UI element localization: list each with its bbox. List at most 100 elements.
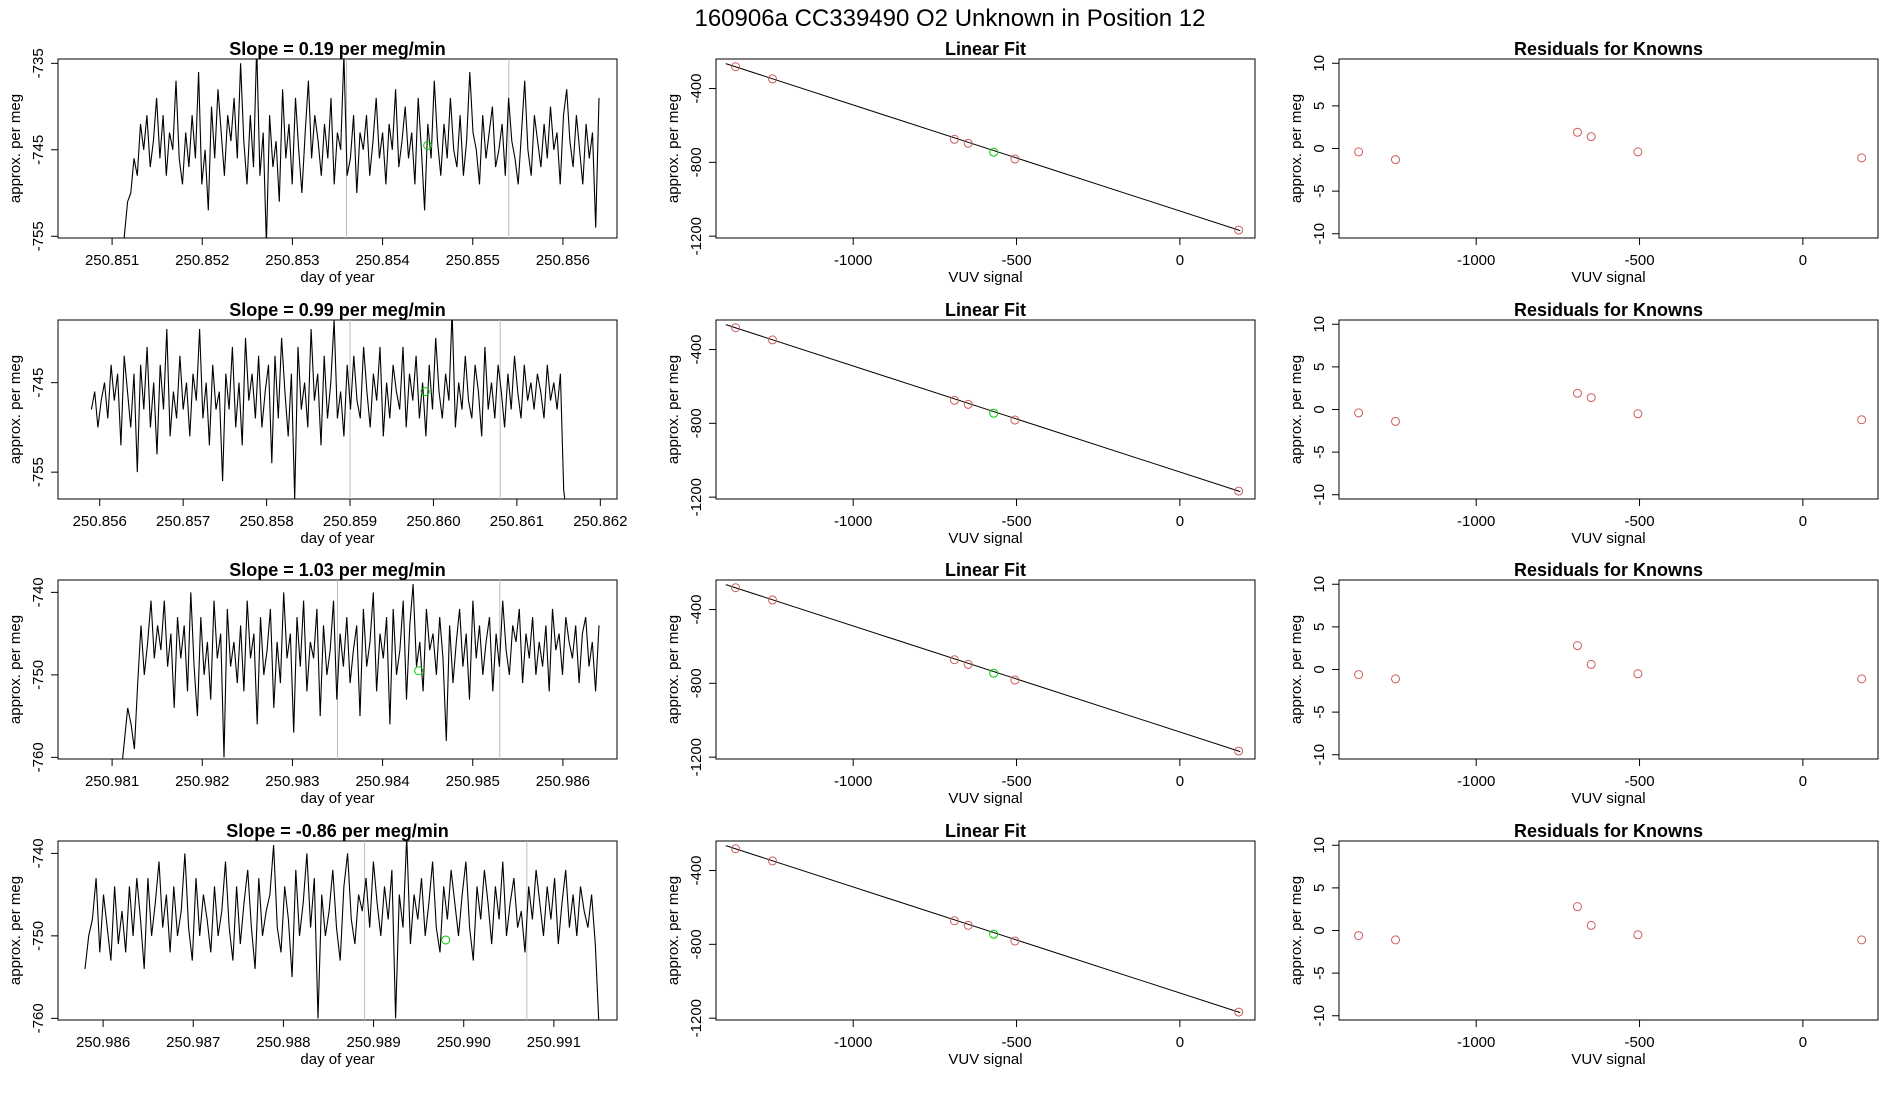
known-point: [1857, 935, 1867, 945]
panel-title: Residuals for Knowns: [1514, 560, 1703, 580]
x-axis-label: VUV signal: [948, 530, 1022, 547]
y-tick-label: -760: [30, 1003, 47, 1033]
known-point: [1633, 669, 1643, 679]
panel-11: Linear Fit -1000 -500 0 VUV signal -400 -800 -1…: [665, 821, 1256, 1068]
y-tick-label: -745: [30, 135, 47, 165]
known-point: [1354, 408, 1364, 418]
x-tick-label: 0: [1176, 252, 1184, 269]
plot-frame: [57, 319, 618, 500]
figure-title: 160906a CC339490 O2 Unknown in Position …: [694, 5, 1205, 32]
x-tick-label: -500: [1002, 1034, 1032, 1051]
y-tick-label: 0: [1311, 665, 1328, 673]
y-tick-label: -755: [30, 221, 47, 251]
x-tick-label: -500: [1625, 252, 1655, 269]
y-tick-label: -10: [1311, 1005, 1328, 1027]
x-tick-label: -500: [1002, 252, 1032, 269]
y-axis-label: approx. per meg: [665, 615, 682, 724]
y-tick-label: -760: [30, 742, 47, 772]
known-point: [1586, 393, 1596, 403]
panel-title: Slope = -0.86 per meg/min: [226, 821, 449, 841]
panel-1: Slope = 0.19 per meg/min 250.851 250.852 25…: [7, 39, 618, 286]
known-point: [1633, 409, 1643, 419]
y-axis-label: approx. per meg: [7, 355, 24, 464]
data-layer: [90, 320, 566, 499]
x-tick-label: -500: [1625, 513, 1655, 530]
known-point: [768, 74, 778, 84]
x-axis-label: day of year: [300, 530, 374, 547]
y-tick-label: -400: [688, 595, 705, 625]
data-layer: [1354, 641, 1867, 684]
known-point: [1572, 902, 1582, 912]
data-layer: [725, 583, 1244, 756]
panel-title: Linear Fit: [945, 821, 1026, 841]
x-tick-label: 0: [1176, 513, 1184, 530]
known-point: [768, 595, 778, 605]
x-tick-label: 250.984: [355, 773, 409, 790]
known-point: [1354, 931, 1364, 941]
x-tick-label: -1000: [834, 513, 872, 530]
known-point: [1391, 155, 1401, 165]
unknown-point: [989, 147, 999, 157]
plot-frame: [715, 319, 1256, 500]
x-tick-label: -1000: [834, 252, 872, 269]
known-point: [1633, 930, 1643, 940]
x-tick-label: 250.986: [76, 1034, 130, 1051]
y-axis-label: approx. per meg: [7, 615, 24, 724]
panel-5: Linear Fit -1000 -500 0 VUV signal -400 -800 -1…: [665, 300, 1256, 547]
y-tick-label: -800: [688, 929, 705, 959]
known-point: [1633, 147, 1643, 157]
known-point: [963, 659, 973, 669]
known-point: [963, 399, 973, 409]
panel-title: Residuals for Knowns: [1514, 300, 1703, 320]
y-axis-label: approx. per meg: [665, 94, 682, 203]
plot-frame: [57, 58, 618, 239]
known-point: [1391, 935, 1401, 945]
y-axis-label: approx. per meg: [665, 355, 682, 464]
known-point: [1572, 127, 1582, 137]
x-axis-label: day of year: [300, 1051, 374, 1068]
y-tick-label: -5: [1311, 184, 1328, 197]
known-point: [963, 920, 973, 930]
known-point: [1010, 675, 1020, 685]
y-tick-label: -5: [1311, 966, 1328, 979]
known-point: [1391, 674, 1401, 684]
x-tick-label: 250.856: [536, 252, 590, 269]
known-point: [1586, 132, 1596, 142]
known-point: [768, 335, 778, 345]
y-axis-label: approx. per meg: [665, 876, 682, 985]
y-tick-label: 0: [1311, 144, 1328, 152]
x-tick-label: 250.991: [527, 1034, 581, 1051]
x-tick-label: 0: [1799, 773, 1807, 790]
x-tick-label: -1000: [834, 1034, 872, 1051]
y-tick-label: -800: [688, 668, 705, 698]
y-axis-label: approx. per meg: [7, 876, 24, 985]
known-point: [731, 844, 741, 854]
x-tick-label: 250.858: [239, 513, 293, 530]
y-tick-label: 10: [1311, 837, 1328, 854]
known-point: [1391, 416, 1401, 426]
x-tick-label: -1000: [1457, 773, 1495, 790]
panel-title: Residuals for Knowns: [1514, 821, 1703, 841]
known-point: [1234, 225, 1244, 235]
panel-title: Linear Fit: [945, 39, 1026, 59]
y-tick-label: -5: [1311, 445, 1328, 458]
data-layer: [84, 841, 600, 1020]
data-layer: [1354, 902, 1867, 945]
time-series-line: [122, 584, 600, 759]
known-point: [949, 916, 959, 926]
x-axis-label: VUV signal: [948, 269, 1022, 286]
known-point: [731, 62, 741, 72]
panel-title: Slope = 0.19 per meg/min: [229, 39, 446, 59]
panel-12: Residuals for Knowns -1000 -500 0 VUV signal…: [1288, 821, 1879, 1068]
panel-2: Linear Fit -1000 -500 0 VUV signal -400 -800 -1…: [665, 39, 1256, 286]
y-axis-label: approx. per meg: [1288, 355, 1305, 464]
x-tick-label: -500: [1002, 773, 1032, 790]
time-series-line: [84, 841, 600, 1020]
x-axis-label: VUV signal: [1571, 790, 1645, 807]
y-tick-label: 5: [1311, 623, 1328, 631]
x-tick-label: 0: [1176, 1034, 1184, 1051]
panel-title: Linear Fit: [945, 560, 1026, 580]
y-tick-label: -400: [688, 335, 705, 365]
y-tick-label: -1200: [688, 738, 705, 776]
fit-line: [725, 324, 1241, 493]
